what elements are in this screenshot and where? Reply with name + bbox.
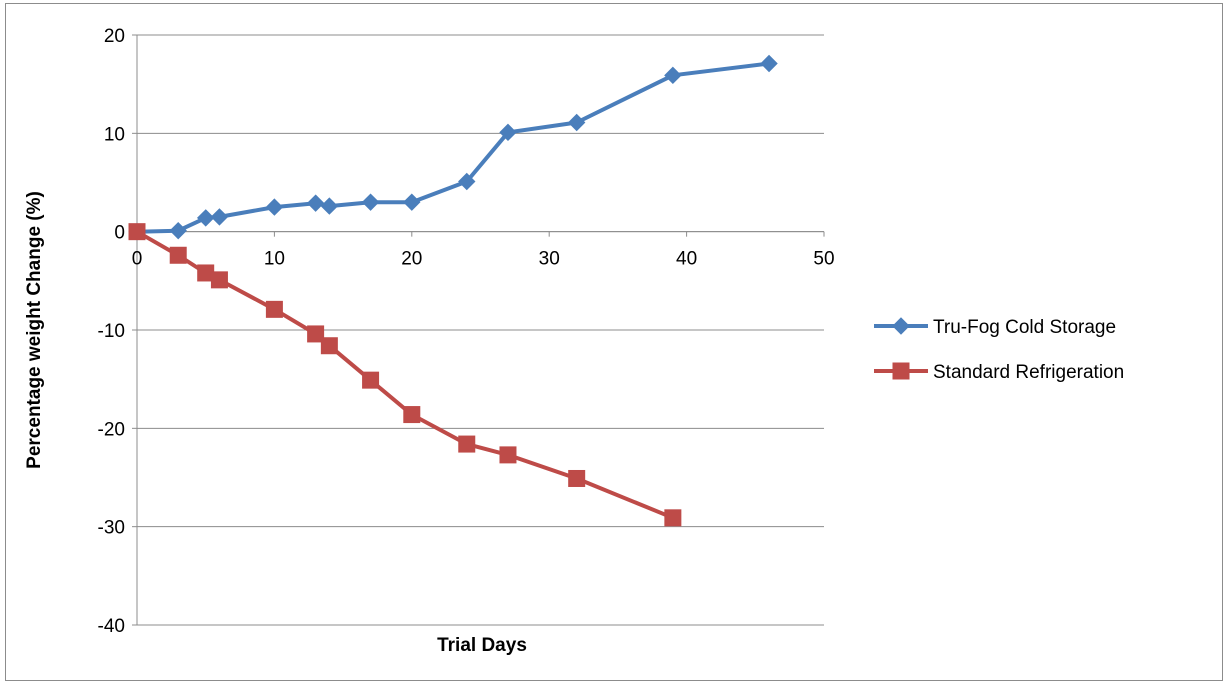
y-tick-label: -20 <box>98 419 125 440</box>
y-tick-label: -30 <box>98 518 125 539</box>
x-axis-title: Trial Days <box>437 635 527 656</box>
x-tick-label: 10 <box>264 249 285 270</box>
data-point <box>169 221 187 240</box>
legend-marker <box>892 317 910 335</box>
y-tick-label: 0 <box>114 223 125 244</box>
data-point <box>265 198 284 216</box>
x-tick-label: 50 <box>813 249 834 270</box>
x-tick-label: 40 <box>676 249 697 270</box>
data-point <box>320 337 338 355</box>
legend-marker <box>892 362 910 380</box>
data-point <box>403 406 421 424</box>
data-point <box>664 66 682 85</box>
x-tick-label: 0 <box>132 249 143 270</box>
data-point <box>760 54 778 73</box>
legend-label: Standard Refrigeration <box>933 362 1124 383</box>
y-tick-label: 20 <box>104 26 125 47</box>
data-point <box>128 223 146 241</box>
x-tick-label: 30 <box>539 249 560 270</box>
data-point <box>499 123 517 142</box>
data-point <box>196 209 215 227</box>
data-point <box>664 509 682 527</box>
y-tick-label: 10 <box>104 124 125 145</box>
legend: Tru-Fog Cold Storage Standard Refrigerati… <box>874 317 1124 383</box>
data-point <box>361 193 380 211</box>
data-point <box>306 194 325 212</box>
data-point <box>499 446 517 464</box>
data-point <box>403 193 421 211</box>
series-2 <box>128 223 682 527</box>
data-point <box>265 300 283 318</box>
data-point <box>458 435 476 453</box>
y-tick-label: -10 <box>98 321 125 342</box>
data-point <box>307 325 325 343</box>
x-tick-label: 20 <box>401 249 422 270</box>
data-point <box>210 208 229 226</box>
y-axis-title: Percentage weight Change (%) <box>24 191 45 469</box>
data-point <box>169 246 187 264</box>
data-point <box>568 469 586 487</box>
data-point <box>210 271 228 289</box>
y-tick-label: -40 <box>98 616 125 637</box>
data-point <box>362 371 380 389</box>
legend-label: Tru-Fog Cold Storage <box>933 317 1116 338</box>
legend-item: Standard Refrigeration <box>874 362 1124 383</box>
data-point <box>458 172 476 191</box>
series-1 <box>128 54 778 241</box>
legend-item: Tru-Fog Cold Storage <box>874 317 1116 338</box>
chart-area: 20 10 0 -10 -20 -30 -40 0 10 20 30 40 50 Trial Days … <box>5 3 1223 681</box>
data-point <box>320 197 339 215</box>
series-line <box>136 61 770 234</box>
data-point <box>567 113 586 132</box>
